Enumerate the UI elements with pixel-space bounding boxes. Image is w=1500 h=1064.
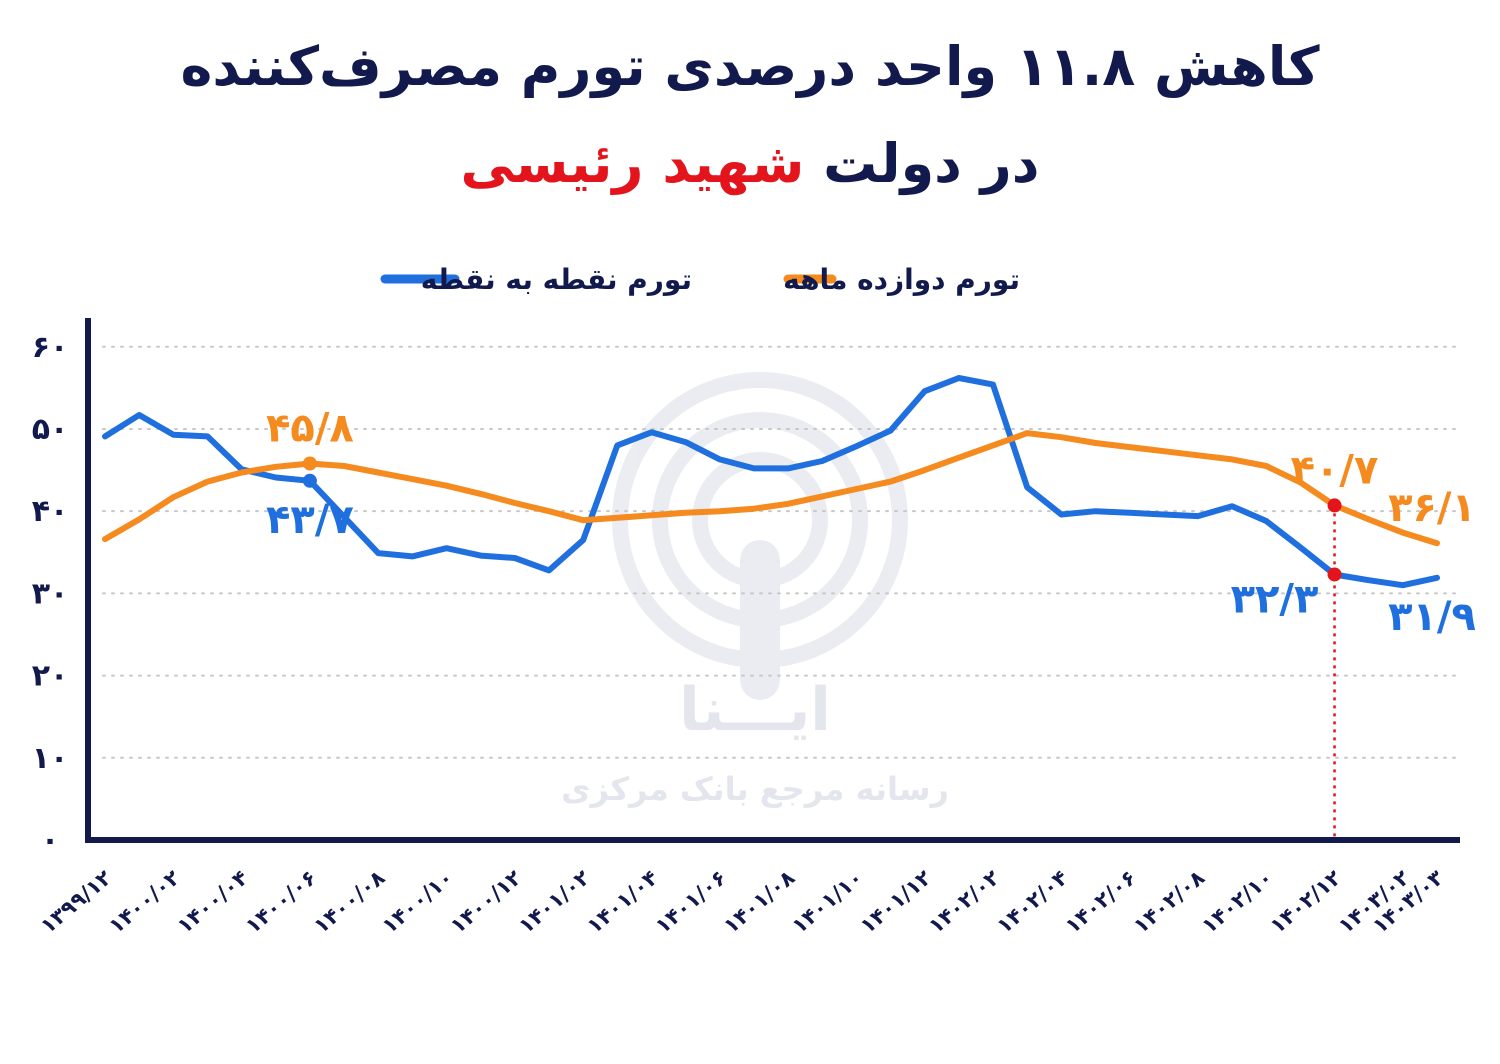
chart-title: کاهش ۱۱.۸ واحد درصدی تورم مصرف‌کننده — [180, 35, 1320, 98]
data-label: ۴۵/۸ — [266, 406, 354, 452]
legend-label: تورم دوازده ماهه — [783, 263, 1020, 296]
x-tick-label: ۱۴۰۱/۰۶ — [651, 865, 731, 938]
data-label: ۳۶/۱ — [1388, 485, 1476, 531]
subtitle-highlight: شهید رئیسی — [461, 132, 805, 195]
x-tick-label: ۱۳۹۹/۱۲ — [36, 865, 116, 938]
y-tick-label: ۵۰ — [32, 412, 69, 447]
watermark-text: ایـــنا — [679, 675, 831, 745]
x-tick-label: ۱۴۰۲/۰۲ — [924, 865, 1004, 938]
x-tick-label: ۱۴۰۲/۰۶ — [1061, 865, 1141, 938]
data-label: ۴۰/۷ — [1291, 447, 1379, 493]
x-tick-label: ۱۴۰۰/۰۶ — [241, 865, 321, 938]
point-marker — [302, 456, 317, 471]
point-marker — [1327, 498, 1342, 513]
x-tick-label: ۱۴۰۱/۰۴ — [582, 865, 662, 938]
x-tick-label: ۱۴۰۰/۱۰ — [378, 865, 458, 938]
watermark-text: رسانه مرجع بانک مرکزی — [561, 770, 949, 808]
watermark-logo — [612, 372, 908, 700]
y-tick-label: ۱۰ — [32, 741, 69, 776]
x-tick-label: ۱۴۰۱/۱۲ — [856, 865, 936, 938]
x-tick-label: ۱۴۰۰/۰۸ — [309, 865, 389, 938]
y-tick-label: ۲۰ — [32, 659, 69, 694]
series-line — [102, 430, 1440, 547]
point-marker — [302, 473, 317, 488]
y-tick-label: ۳۰ — [32, 576, 69, 611]
x-tick-label: ۱۴۰۲/۰۸ — [1129, 865, 1209, 938]
subtitle-text: در دولت — [823, 132, 1039, 195]
x-tick-label: ۱۴۰۰/۰۴ — [173, 865, 253, 938]
chart-subtitle: در دولت شهید رئیسی — [461, 132, 1040, 195]
series-line — [102, 375, 1440, 589]
point-marker — [1327, 567, 1342, 582]
legend-label: تورم نقطه به نقطه — [421, 263, 692, 296]
x-tick-label: ۱۴۰۲/۰۴ — [992, 865, 1072, 938]
x-tick-label: ۱۴۰۲/۱۲ — [1266, 865, 1346, 938]
x-tick-label: ۱۴۰۰/۰۲ — [104, 865, 184, 938]
data-label: ۴۳/۷ — [266, 497, 354, 543]
data-label: ۳۲/۳ — [1231, 576, 1319, 622]
x-tick-label: ۱۴۰۱/۱۰ — [787, 865, 867, 938]
x-tick-label: ۱۴۰۲/۱۰ — [1197, 865, 1277, 938]
x-tick-label: ۱۴۰۱/۰۸ — [719, 865, 799, 938]
y-tick-label: ۶۰ — [32, 330, 69, 365]
y-tick-label: ۴۰ — [32, 494, 69, 529]
data-label: ۳۱/۹ — [1388, 594, 1476, 640]
y-tick-label: ۰ — [41, 823, 59, 858]
x-tick-label: ۱۴۰۱/۰۲ — [514, 865, 594, 938]
x-tick-label: ۱۴۰۰/۱۲ — [446, 865, 526, 938]
